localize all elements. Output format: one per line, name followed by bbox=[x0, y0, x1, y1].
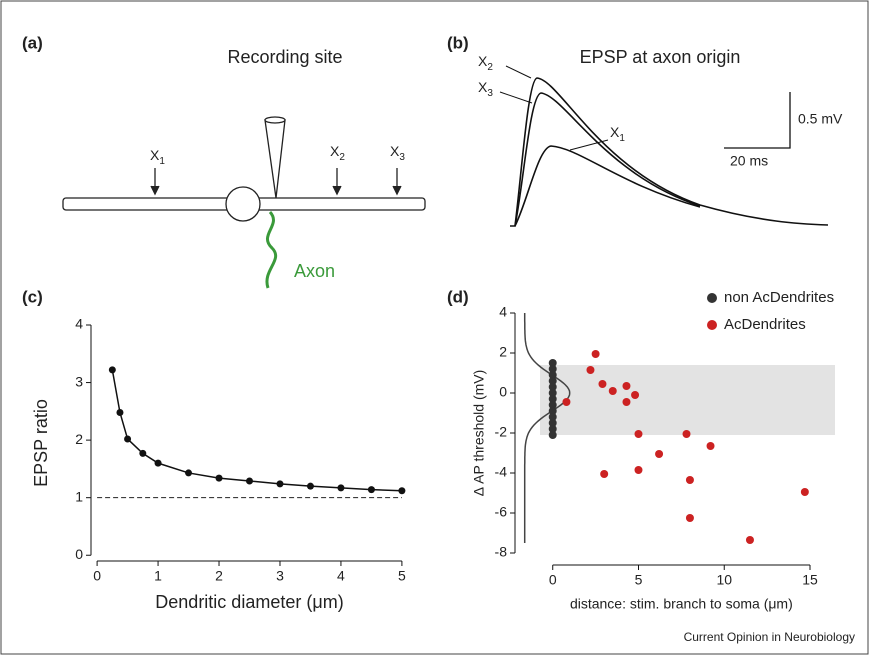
point bbox=[398, 487, 406, 495]
x-tick-label: 5 bbox=[635, 572, 643, 588]
x-tick-label: 4 bbox=[337, 568, 345, 584]
y-tick-label: -2 bbox=[495, 424, 508, 440]
x-tick-label: 2 bbox=[215, 568, 223, 584]
panel-label: (a) bbox=[22, 33, 43, 52]
point bbox=[116, 408, 124, 416]
y-tick-label: 4 bbox=[499, 304, 507, 320]
y-axis-label: Δ AP threshold (mV) bbox=[471, 370, 487, 497]
point bbox=[800, 488, 809, 496]
panel-label: (d) bbox=[447, 287, 469, 306]
x-tick-label: 1 bbox=[154, 568, 162, 584]
point bbox=[631, 391, 640, 399]
site-label: X1 bbox=[150, 147, 165, 167]
point bbox=[154, 459, 162, 467]
point bbox=[548, 389, 557, 397]
density-curve bbox=[523, 313, 571, 543]
y-tick-label: 3 bbox=[75, 373, 83, 389]
point bbox=[548, 413, 557, 421]
site-label: X2 bbox=[330, 143, 345, 163]
trace-label: X2 bbox=[478, 53, 493, 73]
point bbox=[548, 407, 557, 415]
point bbox=[548, 425, 557, 433]
point bbox=[655, 450, 664, 458]
point bbox=[139, 449, 147, 457]
point bbox=[108, 366, 116, 374]
point bbox=[586, 366, 595, 374]
legend-label: AcDendrites bbox=[724, 316, 806, 333]
y-tick-label: -8 bbox=[495, 544, 508, 560]
point bbox=[622, 382, 631, 390]
panel-title: EPSP at axon origin bbox=[580, 47, 741, 67]
legend-marker bbox=[707, 293, 717, 303]
point bbox=[622, 398, 631, 406]
x-tick-label: 5 bbox=[398, 568, 406, 584]
y-axis-label: EPSP ratio bbox=[31, 399, 51, 487]
point bbox=[706, 442, 715, 450]
x-tick-label: 0 bbox=[549, 572, 557, 588]
trace-label: X1 bbox=[610, 124, 625, 144]
point bbox=[685, 514, 694, 522]
point bbox=[367, 486, 375, 494]
point bbox=[548, 419, 557, 427]
scale-label: 20 ms bbox=[730, 153, 768, 169]
point bbox=[306, 482, 314, 490]
point bbox=[745, 536, 754, 544]
y-tick-label: 1 bbox=[75, 488, 83, 504]
trace-label: X3 bbox=[478, 79, 493, 99]
axon-label: Axon bbox=[294, 261, 335, 281]
point bbox=[634, 466, 643, 474]
neuron-diagram bbox=[62, 116, 426, 289]
point bbox=[548, 431, 557, 439]
point bbox=[246, 477, 253, 485]
x-axis-label: Dendritic diameter (μm) bbox=[155, 592, 343, 612]
y-tick-label: 0 bbox=[75, 546, 83, 562]
panel-label: (c) bbox=[22, 287, 43, 306]
point bbox=[548, 365, 557, 373]
site-label: X3 bbox=[390, 143, 405, 163]
point bbox=[215, 474, 223, 482]
point bbox=[548, 401, 557, 409]
point bbox=[608, 387, 617, 395]
x-tick-label: 3 bbox=[276, 568, 284, 584]
x-tick-label: 0 bbox=[93, 568, 101, 584]
point bbox=[634, 430, 643, 438]
point bbox=[185, 469, 193, 477]
y-tick-label: -4 bbox=[495, 464, 508, 480]
point bbox=[598, 380, 607, 388]
epsp-traces bbox=[499, 65, 829, 227]
point bbox=[548, 395, 557, 403]
point bbox=[548, 371, 557, 379]
point bbox=[548, 383, 557, 391]
x-tick-label: 15 bbox=[802, 572, 818, 588]
y-tick-label: 2 bbox=[75, 431, 83, 447]
point bbox=[337, 484, 345, 492]
legend-marker bbox=[707, 320, 717, 330]
y-tick-label: -6 bbox=[495, 504, 508, 520]
x-axis-label: distance: stim. branch to soma (μm) bbox=[570, 596, 793, 612]
charts: (c) EPSP ratio Dendritic diameter (μm) 0 1 2 3… bbox=[22, 287, 835, 612]
point bbox=[276, 480, 284, 488]
point bbox=[591, 350, 600, 358]
point bbox=[600, 470, 609, 478]
point bbox=[682, 430, 691, 438]
point bbox=[562, 398, 571, 406]
point bbox=[685, 476, 694, 484]
panel-label: (b) bbox=[447, 33, 469, 52]
footer: Current Opinion in Neurobiology bbox=[684, 630, 855, 644]
x-tick-label: 10 bbox=[716, 572, 732, 588]
y-tick-label: 0 bbox=[499, 384, 507, 400]
point bbox=[548, 359, 557, 367]
legend-label: non AcDendrites bbox=[724, 289, 834, 306]
scale-label: 0.5 mV bbox=[798, 111, 843, 127]
band bbox=[540, 365, 835, 435]
y-tick-label: 4 bbox=[75, 316, 83, 332]
y-tick-label: 2 bbox=[499, 344, 507, 360]
point bbox=[124, 435, 132, 443]
point bbox=[548, 377, 557, 385]
panel-title: Recording site bbox=[227, 47, 342, 67]
